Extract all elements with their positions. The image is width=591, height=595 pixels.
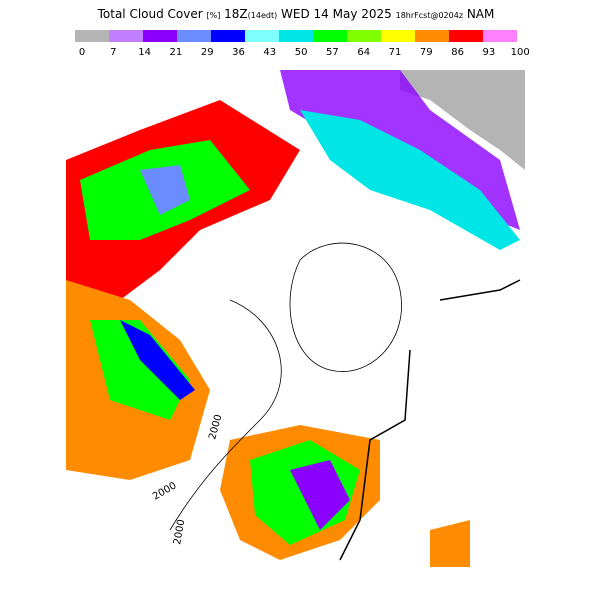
- legend-swatch: [449, 30, 483, 42]
- title-part: Total Cloud Cover: [97, 7, 207, 21]
- legend-label: 36: [232, 47, 245, 58]
- cloud-region: [140, 165, 190, 215]
- legend-label: 93: [483, 47, 496, 58]
- legend-label: 29: [201, 47, 214, 58]
- legend-label: 43: [263, 47, 276, 58]
- legend-label: 7: [110, 47, 116, 58]
- legend-swatch: [347, 30, 381, 42]
- legend-swatch: [483, 30, 517, 42]
- title-part: [%]: [207, 11, 221, 20]
- legend-swatch: [177, 30, 211, 42]
- coastline: [439, 279, 521, 301]
- legend-label: 14: [138, 47, 151, 58]
- legend-swatch: [313, 30, 347, 42]
- cloud-region: [90, 320, 190, 420]
- legend: 0 7 14 21 29 36 43 50 57 64 71 79 86 93 100: [75, 30, 530, 58]
- title: Total Cloud Cover [%] 18Z(14edt) WED 14 …: [97, 7, 495, 21]
- legend-swatch: [381, 30, 415, 42]
- cloud-region: [400, 70, 525, 170]
- legend-label: 86: [451, 47, 464, 58]
- legend-swatch: [279, 30, 313, 42]
- legend-swatch: [75, 30, 109, 42]
- contour: [169, 299, 282, 531]
- title-part: (14edt): [248, 11, 278, 20]
- legend-swatch: [245, 30, 279, 42]
- cloud-region: [120, 320, 195, 400]
- legend-label: 50: [295, 47, 308, 58]
- legend-swatch: [211, 30, 245, 42]
- title-part: 18hrFcst@0204z: [396, 11, 463, 20]
- contour-label: 2000: [172, 519, 187, 546]
- legend-label: 71: [389, 47, 402, 58]
- legend-label: 64: [357, 47, 370, 58]
- legend-label: 79: [420, 47, 433, 58]
- cloud-region: [290, 460, 350, 530]
- legend-label: 0: [79, 47, 85, 58]
- cloud-region: [430, 520, 470, 567]
- legend-swatch: [415, 30, 449, 42]
- legend-label: 57: [326, 47, 339, 58]
- title-part: NAM: [463, 7, 494, 21]
- legend-swatch: [109, 30, 143, 42]
- cloud-region: [300, 110, 520, 250]
- legend-label: 100: [511, 47, 530, 58]
- map: [66, 70, 525, 567]
- legend-label: 21: [170, 47, 183, 58]
- contour: [289, 242, 402, 372]
- title-part: 18Z: [220, 7, 247, 21]
- coastline: [339, 349, 411, 561]
- legend-swatch: [143, 30, 177, 42]
- title-part: WED 14 May 2025: [277, 7, 395, 21]
